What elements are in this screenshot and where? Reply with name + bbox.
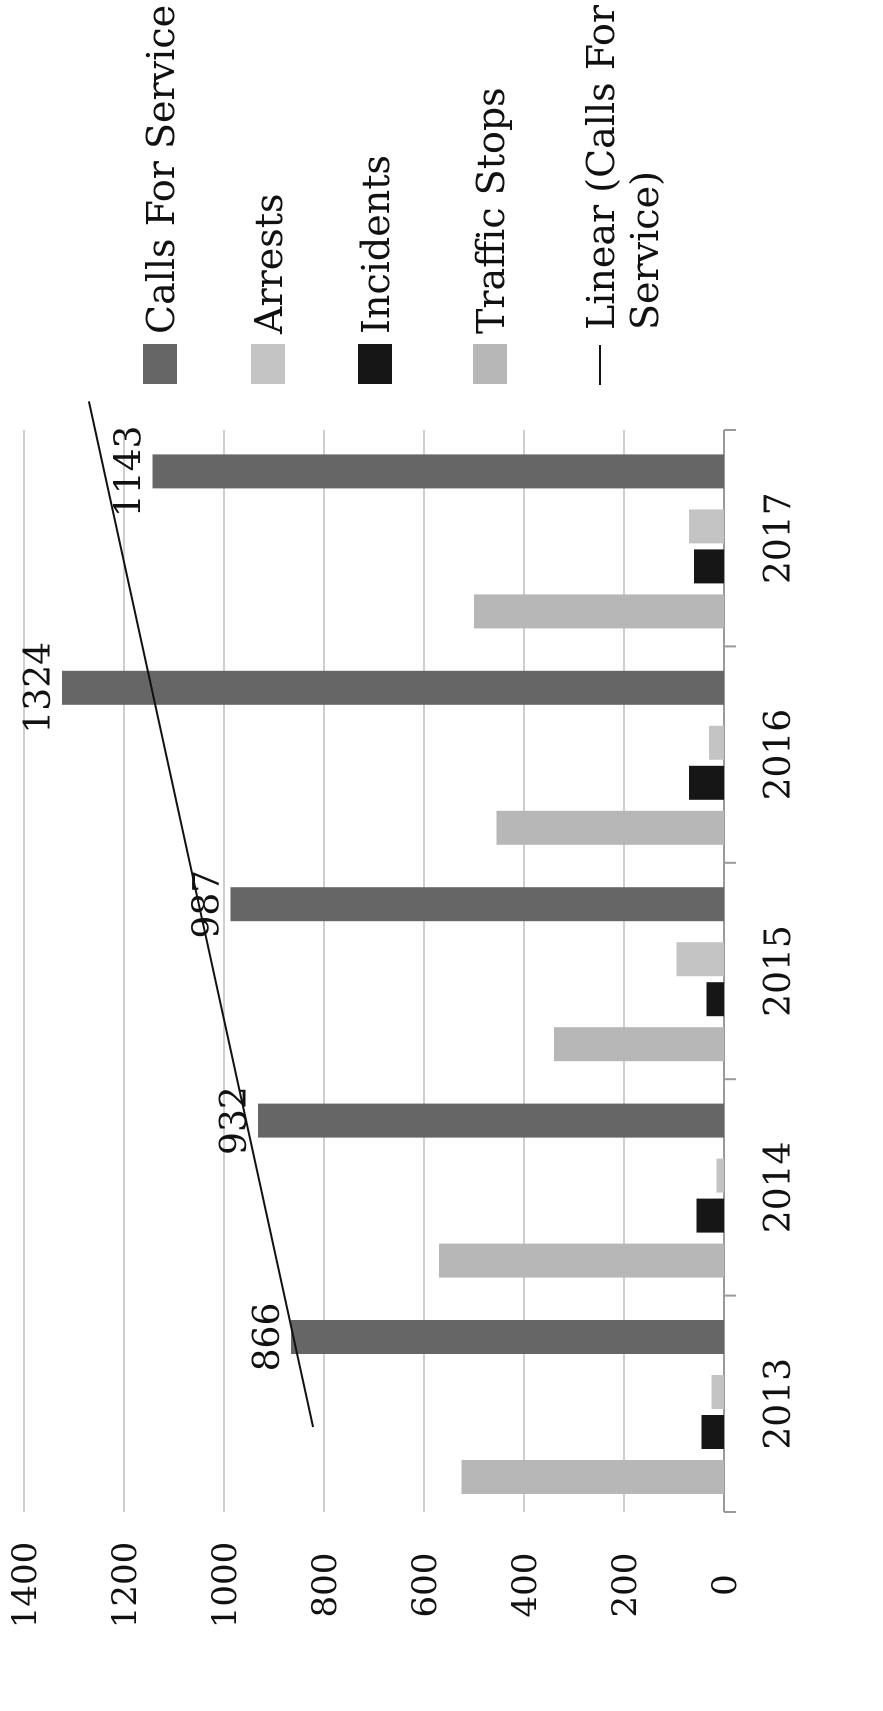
legend-item-arrests: Arrests (247, 193, 291, 384)
legend-label: Incidents (354, 155, 398, 334)
legend-label: Linear (Calls ForService) (579, 4, 667, 330)
bar-incidents-2016 (689, 765, 724, 800)
bar-arrests-2017 (689, 509, 724, 544)
bar-traffic-stops-2017 (474, 594, 724, 629)
category-label-2015: 2015 (758, 925, 799, 1017)
trendline-linear (87, 401, 315, 1428)
bar-calls-for-service-2013 (291, 1320, 724, 1354)
legend-item-traffic-stops: Traffic Stops (469, 87, 513, 384)
legend-swatch (358, 344, 392, 384)
legend-swatch (143, 344, 177, 384)
bar-calls-for-service-2015 (230, 887, 724, 922)
bar-incidents-2017 (694, 549, 724, 584)
y-tick-label-400: 400 (505, 1553, 545, 1618)
bar-traffic-stops-2014 (439, 1243, 724, 1278)
legend: Calls For Service Arrests Incidents Traffic… (139, 4, 667, 385)
y-tick-label-200: 200 (605, 1553, 645, 1618)
bar-traffic-stops-2013 (461, 1460, 724, 1494)
data-label-2013: 866 (247, 1303, 288, 1372)
category-label-2014: 2014 (758, 1142, 799, 1234)
category-label-2016: 2016 (758, 709, 799, 801)
legend-item-calls-for-service: Calls For Service (139, 5, 183, 384)
legend-label: Traffic Stops (469, 87, 513, 334)
legend-item-incidents: Incidents (354, 155, 398, 384)
bar-incidents-2014 (696, 1198, 724, 1233)
data-label-2016: 1324 (18, 642, 59, 734)
legend-swatch (251, 344, 285, 384)
data-label-2014: 932 (214, 1086, 255, 1155)
bar-traffic-stops-2015 (554, 1027, 724, 1062)
y-tick-label-0: 0 (705, 1574, 745, 1596)
y-tick-label-600: 600 (405, 1553, 445, 1618)
category-label-2017: 2017 (758, 492, 799, 584)
bar-incidents-2013 (701, 1415, 724, 1449)
legend-label: Arrests (247, 193, 291, 335)
bar-incidents-2015 (706, 982, 724, 1017)
bar-calls-for-service-2014 (258, 1103, 724, 1138)
y-tick-label-1200: 1200 (105, 1542, 145, 1629)
category-label-2013: 2013 (758, 1358, 799, 1450)
bar-calls-for-service-2017 (152, 454, 724, 489)
bar-arrests-2013 (711, 1375, 724, 1409)
data-label-2017: 1143 (109, 426, 150, 518)
bar-arrests-2014 (716, 1158, 724, 1193)
plot-area: 0 200 400 600 800 1000 1200 1400 2013 2014 2015 201… (5, 401, 799, 1628)
y-tick-label-1400: 1400 (5, 1542, 45, 1629)
bar-traffic-stops-2016 (496, 810, 724, 845)
bar-arrests-2016 (709, 725, 724, 760)
legend-item-linear-calls-for-service: Linear (Calls ForService) (579, 4, 667, 385)
bar-calls-for-service-2016 (62, 670, 724, 705)
legend-swatch (473, 344, 507, 384)
bar-arrests-2015 (676, 942, 724, 977)
y-tick-label-1000: 1000 (205, 1542, 245, 1629)
legend-label: Calls For Service (139, 5, 183, 334)
y-tick-label-800: 800 (305, 1553, 345, 1618)
